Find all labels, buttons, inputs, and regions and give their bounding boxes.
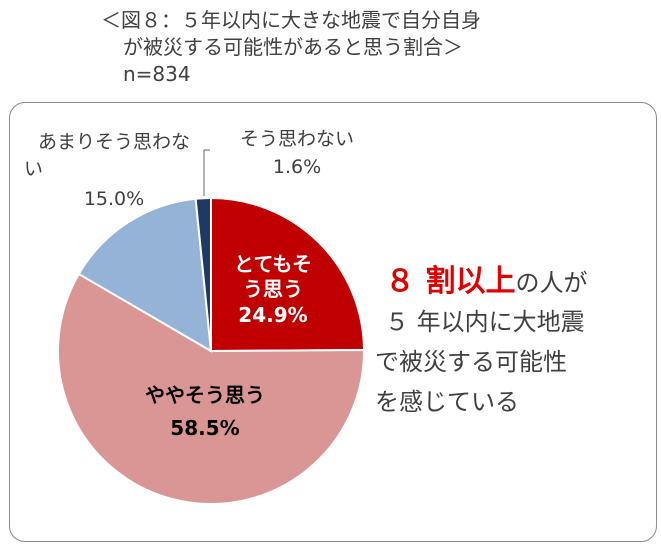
slice-label-strongly-agree: とてもそ う思う 24.9% xyxy=(234,252,312,327)
slice-label-line2: う思う xyxy=(243,277,303,301)
pie-slices xyxy=(57,196,366,505)
slice-strongly-agree xyxy=(210,196,366,353)
slice-label-not-really: あまりそう思わな い 15.0% xyxy=(24,131,190,210)
callout-line-1-rest: の人が xyxy=(515,269,588,297)
callout-emphasis: ８ 割以上 xyxy=(385,264,516,299)
slice-disagree xyxy=(194,196,212,352)
slice-value-label: 24.9% xyxy=(238,303,307,327)
slice-label-somewhat-agree: ややそう思う 58.5% xyxy=(145,383,265,440)
slice-label-line1: あまりそう思わな xyxy=(38,131,190,153)
callout-line-2: ５ 年以内に大地震 xyxy=(385,308,585,336)
slice-value-label: 15.0% xyxy=(84,188,144,210)
slice-label-line2: い xyxy=(24,158,43,180)
slice-somewhat-agree xyxy=(57,272,366,505)
slice-not-really xyxy=(77,197,213,353)
callout-line-1: ８ 割以上の人が xyxy=(385,262,587,303)
slice-label-line1: ややそう思う xyxy=(145,383,265,407)
chart-frame xyxy=(9,102,657,542)
title-line-2: が被災する可能性があると思う割合＞ xyxy=(123,35,463,59)
slice-label-line1: そう思わない xyxy=(240,128,354,150)
callout-line-3: で被災する可能性 xyxy=(375,348,567,376)
slice-label-disagree: そう思わない 1.6% xyxy=(240,128,354,178)
slice-value-label: 58.5% xyxy=(170,416,239,440)
title-line-1: ＜図８：５年以内に大きな地震で自分自身 xyxy=(101,8,481,32)
sample-size: n=834 xyxy=(123,62,191,86)
callout-line-4: を感じている xyxy=(375,388,519,416)
slice-value-label: 1.6% xyxy=(273,156,321,178)
slice-label-line1: とてもそ xyxy=(234,252,312,276)
